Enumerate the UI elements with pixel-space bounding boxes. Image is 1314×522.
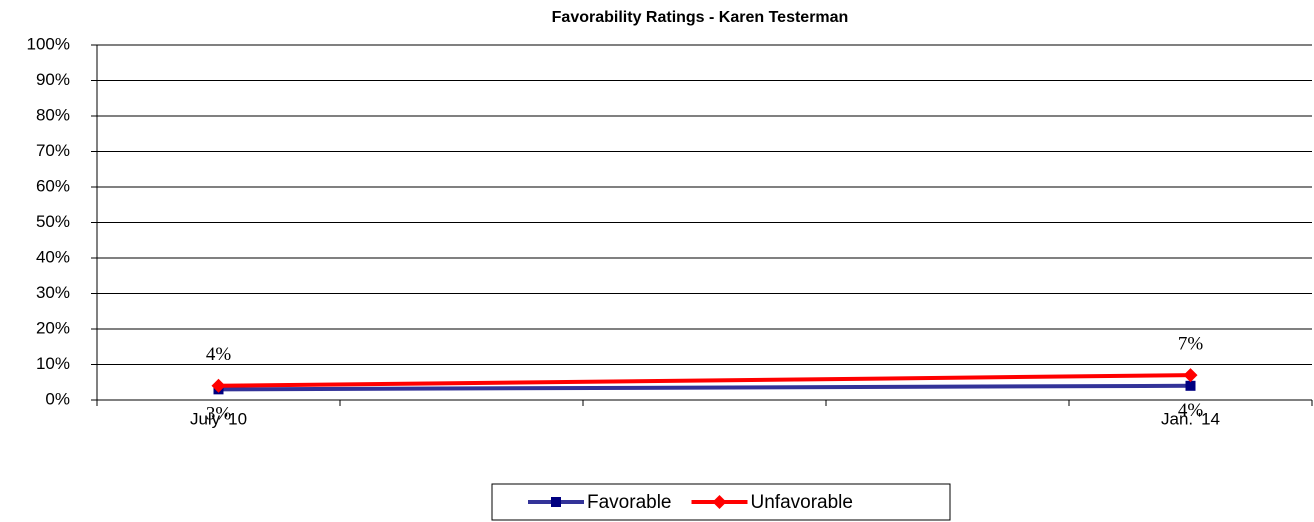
data-label: 4% <box>1178 400 1204 421</box>
y-tick-label: 90% <box>36 70 70 89</box>
y-tick-label: 100% <box>27 34 70 53</box>
legend-marker <box>712 495 727 509</box>
marker <box>1183 368 1198 383</box>
series-line <box>218 373 1191 388</box>
y-tick-label: 20% <box>36 318 70 337</box>
y-tick-label: 80% <box>36 105 70 124</box>
legend: Favorable Unfavorable <box>491 483 951 521</box>
series-line <box>218 383 1191 392</box>
marker <box>211 378 226 393</box>
y-tick-label: 30% <box>36 283 70 302</box>
legend-label: Unfavorable <box>751 492 853 513</box>
legend-label: Favorable <box>587 492 672 513</box>
y-tick-label: 70% <box>36 141 70 160</box>
x-tick-label: Jan. '14 <box>1161 409 1220 428</box>
y-tick-label: 40% <box>36 247 70 266</box>
y-tick-label: 10% <box>36 354 70 373</box>
marker <box>1185 380 1196 391</box>
y-tick-label: 60% <box>36 176 70 195</box>
data-label: 4% <box>206 344 232 365</box>
chart-title: Favorability Ratings - Karen Testerman <box>552 9 849 26</box>
x-tick-label: July '10 <box>190 409 247 428</box>
data-label: 7% <box>1178 334 1204 355</box>
legend-marker <box>551 497 561 507</box>
y-tick-label: 50% <box>36 212 70 231</box>
y-tick-label: 0% <box>45 389 70 408</box>
data-label: 3% <box>206 404 232 425</box>
